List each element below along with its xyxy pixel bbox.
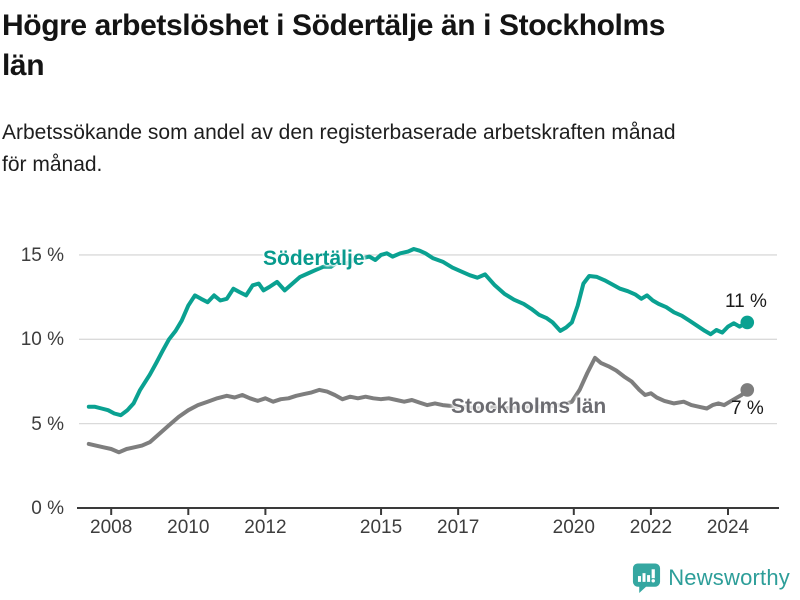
x-axis-label-2008: 2008 [90, 517, 133, 538]
x-axis-label-2010: 2010 [167, 517, 210, 538]
page-title-line2: län [2, 49, 45, 82]
x-axis-label-2015: 2015 [359, 517, 403, 538]
end-value-label-stockholms-lan: 7 % [731, 398, 764, 419]
series-end-dot-1 [740, 383, 755, 397]
series-line-1 [86, 355, 750, 455]
y-axis-label-0: 0 % [31, 498, 64, 519]
speech-bubble-bar-chart-icon [633, 563, 661, 594]
series-end-dot-0 [740, 315, 755, 330]
y-axis-label-5: 5 % [31, 413, 64, 435]
page-title-line1: Högre arbetslöshet i Södertälje än i Sto… [2, 9, 666, 42]
page-subtitle-line2: för månad. [2, 153, 103, 176]
series-label-stockholms-lan: Stockholms län [451, 395, 607, 418]
page-subtitle-line1: Arbetssökande som andel av den registerb… [2, 121, 676, 144]
x-axis-label-2020: 2020 [552, 517, 595, 538]
x-axis-label-2024: 2024 [706, 517, 750, 538]
x-axis-label-2017: 2017 [437, 517, 480, 538]
page-title: Högre arbetslöshet i Södertälje än i Sto… [2, 6, 665, 86]
series-label-sodertalje: Södertälje [263, 247, 365, 270]
x-axis-label-2022: 2022 [629, 517, 673, 538]
brand-link[interactable]: Newsworthy [631, 561, 790, 595]
y-axis-label-15: 15 % [20, 244, 64, 266]
series-line-0 [86, 247, 750, 418]
end-value-label-sodertalje: 11 % [725, 291, 767, 312]
page-subtitle: Arbetssökande som andel av den registerb… [2, 117, 676, 181]
y-axis-label-10: 10 % [20, 329, 64, 351]
brand-name: Newsworthy [668, 565, 790, 590]
x-axis-label-2012: 2012 [244, 517, 287, 538]
